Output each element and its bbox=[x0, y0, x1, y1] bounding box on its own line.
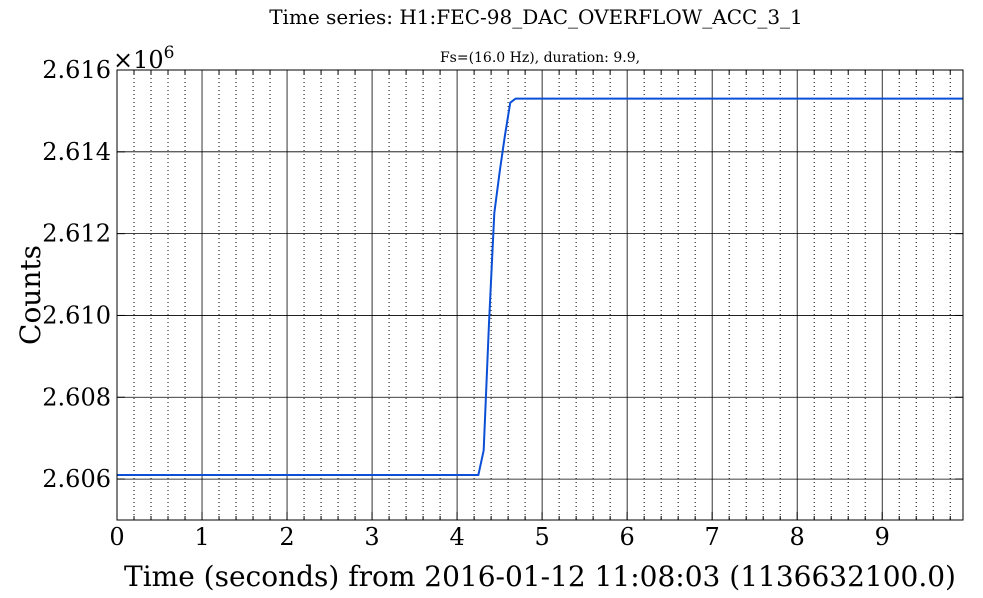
x-tick-label: 8 bbox=[790, 523, 805, 551]
y-tick-label: 2.610 bbox=[42, 301, 111, 329]
y-axis-label: Counts bbox=[14, 245, 47, 345]
series-line bbox=[117, 97, 963, 476]
x-axis-label: Time (seconds) from 2016-01-12 11:08:03 … bbox=[124, 560, 956, 593]
x-tick-label: 4 bbox=[449, 523, 464, 551]
y-tick-label: 2.614 bbox=[42, 138, 111, 166]
chart-title: Time series: H1:FEC-98_DAC_OVERFLOW_ACC_… bbox=[269, 5, 803, 29]
x-tick-label: 5 bbox=[534, 523, 549, 551]
y-tick-label: 2.612 bbox=[42, 220, 111, 248]
x-tick-label: 1 bbox=[194, 523, 209, 551]
chart-subtitle: Fs=(16.0 Hz), duration: 9.9, bbox=[440, 50, 640, 66]
plot-frame bbox=[116, 69, 964, 521]
y-tick-label: 2.616 bbox=[42, 56, 111, 84]
x-tick-label: 3 bbox=[364, 523, 379, 551]
y-multiplier: ×106 bbox=[113, 43, 174, 74]
x-tick-label: 9 bbox=[875, 523, 890, 551]
y-tick-label: 2.608 bbox=[42, 383, 111, 411]
grid-layer bbox=[117, 70, 963, 520]
y-tick-label: 2.606 bbox=[42, 465, 111, 493]
ticks-layer: 0 1 2 3 4 5 6 7 8 9 2.606 2.608 2.610 2.612 2.614 2.616 bbox=[42, 56, 963, 551]
x-tick-label: 6 bbox=[620, 523, 635, 551]
x-tick-label: 7 bbox=[705, 523, 720, 551]
series-layer bbox=[117, 97, 963, 476]
y-multiplier-base: ×10 bbox=[113, 46, 164, 74]
x-tick-label: 2 bbox=[279, 523, 294, 551]
y-multiplier-exponent: 6 bbox=[164, 43, 175, 63]
x-tick-label: 0 bbox=[109, 523, 124, 551]
